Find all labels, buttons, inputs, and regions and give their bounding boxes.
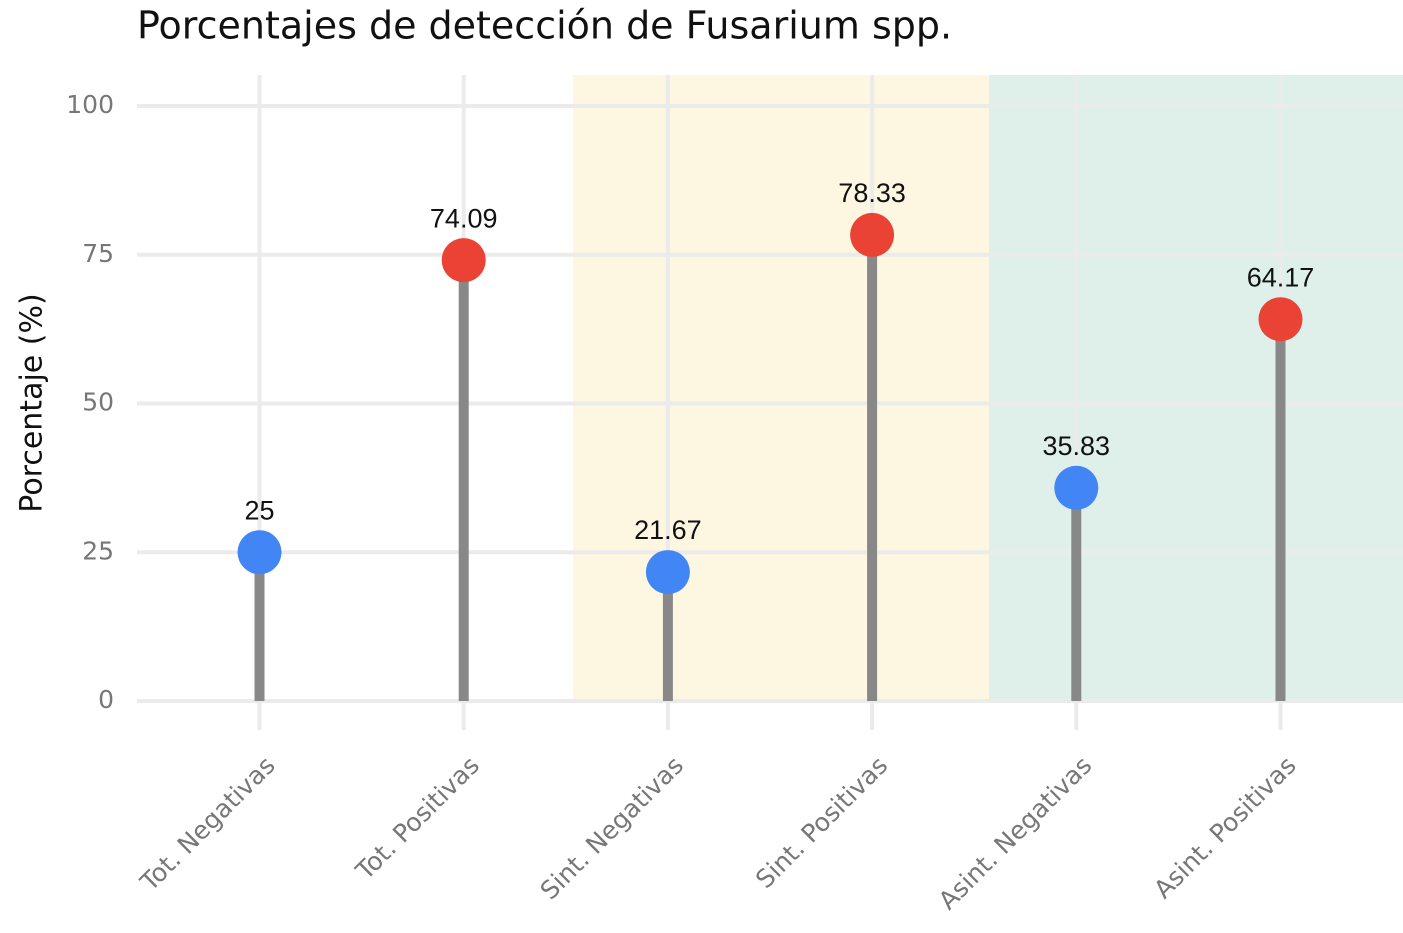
data-label: 64.17 (1247, 262, 1315, 292)
band-symptomatic (573, 75, 989, 701)
data-label: 78.33 (838, 178, 906, 208)
point (237, 530, 282, 575)
point (1054, 465, 1099, 510)
y-tick-label: 0 (98, 685, 114, 714)
point (645, 550, 690, 595)
point (850, 212, 895, 257)
y-tick-label: 25 (82, 536, 114, 565)
x-tick-label: Sint. Positivas (750, 751, 893, 894)
x-tick-label: Sint. Negativas (535, 751, 690, 906)
x-tick-label: Tot. Positivas (350, 751, 485, 886)
y-tick-label: 100 (66, 90, 114, 119)
y-tick-label: 75 (82, 239, 114, 268)
y-tick-label: 50 (82, 388, 114, 417)
x-tick-label: Asint. Positivas (1148, 751, 1301, 904)
x-tick-label: Tot. Negativas (134, 751, 281, 898)
data-label: 25 (244, 495, 274, 525)
data-label: 35.83 (1043, 431, 1111, 461)
band-asymptomatic (989, 75, 1403, 701)
data-label: 21.67 (634, 515, 702, 545)
y-axis-title: Porcentaje (%) (15, 293, 50, 512)
data-label: 74.09 (430, 203, 498, 233)
x-tick-label: Asint. Negativas (933, 751, 1098, 916)
chart-title: Porcentajes de detección de Fusarium spp… (137, 4, 952, 48)
point (1258, 297, 1303, 342)
point (441, 238, 486, 283)
